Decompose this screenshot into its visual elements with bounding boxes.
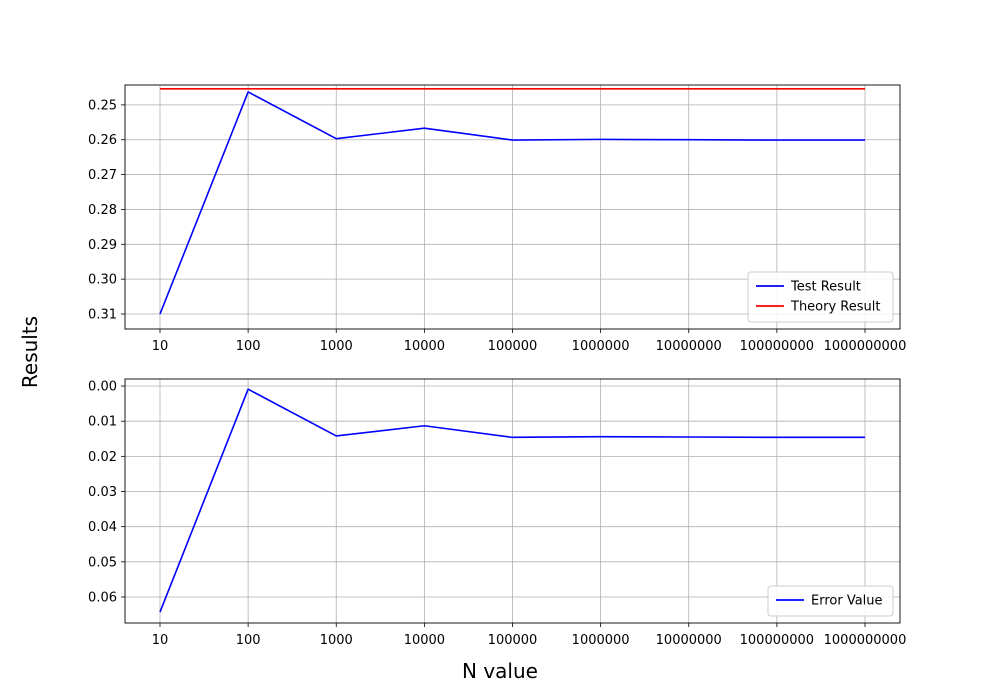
x-tick-label: 10 — [152, 339, 169, 354]
series-line — [159, 388, 865, 613]
x-tick-label: 1000 — [320, 633, 353, 648]
x-tick-label: 1000000000 — [824, 633, 907, 648]
x-tick-label: 1000000 — [572, 339, 630, 354]
legend-entry: Error Value — [811, 594, 883, 609]
series-line — [159, 91, 865, 315]
legend: Error Value — [767, 585, 894, 617]
x-tick-label: 10000 — [404, 339, 445, 354]
x-tick-label: 10000000 — [656, 339, 722, 354]
y-tick-label: 0.31 — [88, 308, 117, 323]
x-tick-label: 1000000000 — [824, 339, 907, 354]
bottom-subplot: 10 100 1000 10000 100000 1000000 10000000 10000… — [88, 378, 907, 648]
x-tick-label: 10 — [152, 633, 169, 648]
x-tick-label: 100000000 — [740, 339, 814, 354]
y-tick-label: 0.29 — [88, 238, 117, 253]
y-tick-label: 0.01 — [88, 415, 117, 430]
legend-box — [747, 271, 894, 323]
y-axis-label: Results — [18, 316, 42, 388]
y-tick-label: 0.30 — [88, 273, 117, 288]
y-tick-label: 0.00 — [88, 380, 117, 395]
legend-entry: Test Result — [790, 280, 861, 295]
y-tick-label: 0.06 — [88, 590, 117, 605]
legend: Test Result Theory Result — [747, 271, 894, 323]
y-tick-label: 0.26 — [88, 133, 117, 148]
y-tick-label: 0.28 — [88, 203, 117, 218]
y-tick-label: 0.02 — [88, 450, 117, 465]
x-tick-label: 100 — [236, 633, 261, 648]
y-tick-label: 0.27 — [88, 168, 117, 183]
top-subplot: 10 100 1000 10000 100000 1000000 10000000 10000… — [88, 84, 907, 354]
legend-entry: Theory Result — [790, 300, 880, 315]
y-tick-label: 0.03 — [88, 485, 117, 500]
x-tick-label: 1000000 — [572, 633, 630, 648]
x-tick-label: 10000 — [404, 633, 445, 648]
x-tick-label: 100000 — [488, 633, 538, 648]
x-axis-label: N value — [462, 659, 538, 683]
y-tick-label: 0.05 — [88, 555, 117, 570]
y-tick-label: 0.25 — [88, 98, 117, 113]
x-tick-label: 100000000 — [740, 633, 814, 648]
x-tick-label: 10000000 — [656, 633, 722, 648]
y-tick-label: 0.04 — [88, 520, 117, 535]
x-tick-label: 100000 — [488, 339, 538, 354]
legend-box — [767, 585, 894, 617]
x-tick-label: 1000 — [320, 339, 353, 354]
x-tick-label: 100 — [236, 339, 261, 354]
